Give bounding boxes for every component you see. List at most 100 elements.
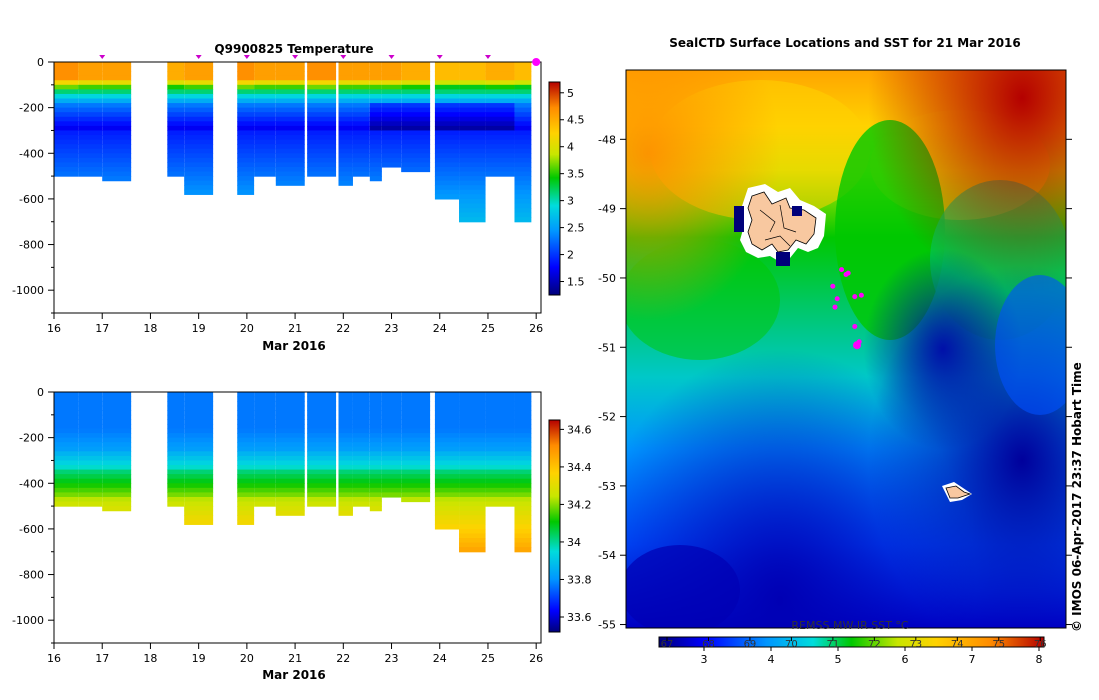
- temperature-cell: [307, 130, 337, 136]
- salinity-cell: [54, 460, 79, 466]
- salinity-cell: [237, 469, 255, 475]
- temperature-cell: [167, 153, 185, 159]
- seal-positions: [830, 267, 864, 350]
- temperature-cell: [307, 116, 337, 122]
- salinity-cell: [514, 528, 532, 535]
- salinity-cell: [485, 396, 515, 402]
- temperature-cell: [401, 112, 431, 118]
- temperature-cell: [254, 148, 276, 154]
- salinity-cell: [254, 401, 276, 407]
- salinity-cell: [401, 423, 431, 430]
- salinity-cell: [434, 410, 460, 416]
- temperature-cell: [167, 157, 185, 163]
- temperature-cell: [369, 116, 382, 122]
- salinity-cell: [167, 487, 185, 493]
- salinity-cell: [459, 460, 486, 466]
- y-tick-label: -200: [19, 432, 44, 445]
- profile-marker: [436, 55, 443, 59]
- salinity-cell: [167, 428, 185, 434]
- lat-tick-label: -48: [598, 133, 616, 146]
- salinity-cell: [54, 405, 79, 411]
- temperature-cell: [338, 176, 353, 182]
- temperature-cell: [307, 107, 337, 113]
- salinity-cell: [307, 433, 337, 439]
- salinity-cell: [514, 506, 532, 512]
- temperature-cell: [338, 153, 353, 159]
- salinity-cell: [514, 428, 532, 434]
- temperature-cell: [102, 84, 132, 90]
- salinity-cell: [369, 401, 382, 407]
- temperature-cell: [459, 189, 486, 195]
- salinity-cell: [401, 460, 431, 466]
- temperature-cell: [237, 148, 255, 154]
- temperature-cell: [459, 112, 486, 118]
- salinity-cell: [167, 442, 185, 448]
- salinity-cell: [352, 451, 370, 457]
- salinity-cell: [459, 446, 486, 452]
- salinity-cell: [54, 465, 79, 471]
- temperature-cell: [514, 93, 532, 100]
- salinity-cell: [459, 542, 486, 548]
- temperature-cell: [275, 66, 305, 72]
- salinity-cell: [78, 451, 103, 457]
- temperature-cell: [369, 75, 382, 81]
- salinity-cell: [237, 474, 255, 480]
- temperature-cell: [307, 80, 337, 86]
- salinity-cell: [381, 465, 402, 471]
- salinity-cell: [78, 410, 103, 416]
- temperature-cell: [102, 80, 132, 86]
- temperature-cell: [275, 171, 305, 177]
- temperature-cell: [514, 130, 532, 136]
- colorbar-tick-label: 34: [567, 536, 581, 549]
- fahrenheit-tick-label: 71: [827, 639, 840, 650]
- temperature-cell: [514, 66, 532, 72]
- temperature-colorbar: [548, 81, 561, 296]
- temperature-cell: [102, 103, 132, 109]
- x-tick-label: 24: [433, 652, 447, 665]
- salinity-cell: [381, 419, 402, 425]
- temperature-cell: [254, 75, 276, 81]
- temperature-cell: [381, 107, 402, 113]
- fahrenheit-tick-label: 75: [992, 639, 1005, 650]
- temperature-cell: [275, 176, 305, 182]
- temperature-cell: [102, 130, 132, 136]
- salinity-cell: [254, 451, 276, 457]
- temperature-cell: [434, 189, 460, 195]
- salinity-cell: [254, 501, 276, 507]
- temperature-cell: [54, 66, 79, 72]
- salinity-cell: [434, 442, 460, 448]
- salinity-cell: [459, 428, 486, 434]
- salinity-cell: [254, 392, 276, 398]
- temperature-cell: [102, 139, 132, 145]
- salinity-cell: [401, 465, 431, 471]
- salinity-cell: [485, 496, 515, 503]
- temperature-cell: [54, 162, 79, 168]
- salinity-cell: [184, 469, 214, 475]
- salinity-cell: [514, 414, 532, 420]
- temperature-cell: [485, 71, 515, 77]
- temperature-cell: [167, 166, 185, 173]
- salinity-cell: [369, 446, 382, 452]
- temperature-cell: [401, 75, 431, 81]
- temperature-cell: [167, 148, 185, 154]
- temperature-cell: [459, 107, 486, 113]
- salinity-cell: [338, 405, 353, 411]
- temperature-cell: [254, 162, 276, 168]
- salinity-cell: [237, 392, 255, 398]
- salinity-cell: [459, 455, 486, 462]
- salinity-cell: [514, 446, 532, 452]
- temperature-cell: [485, 62, 515, 68]
- salinity-cell: [54, 396, 79, 402]
- y-tick-label: -800: [19, 569, 44, 582]
- temperature-cell: [338, 71, 353, 77]
- temperature-cell: [275, 148, 305, 154]
- salinity-colorbar: [548, 419, 561, 633]
- salinity-cell: [401, 414, 431, 420]
- temperature-cell: [352, 144, 370, 150]
- salinity-cell: [381, 474, 402, 480]
- salinity-cell: [102, 455, 132, 462]
- temperature-cell: [307, 157, 337, 163]
- salinity-cell: [485, 465, 515, 471]
- temperature-profile-markers: [99, 55, 541, 66]
- salinity-cell: [434, 487, 460, 493]
